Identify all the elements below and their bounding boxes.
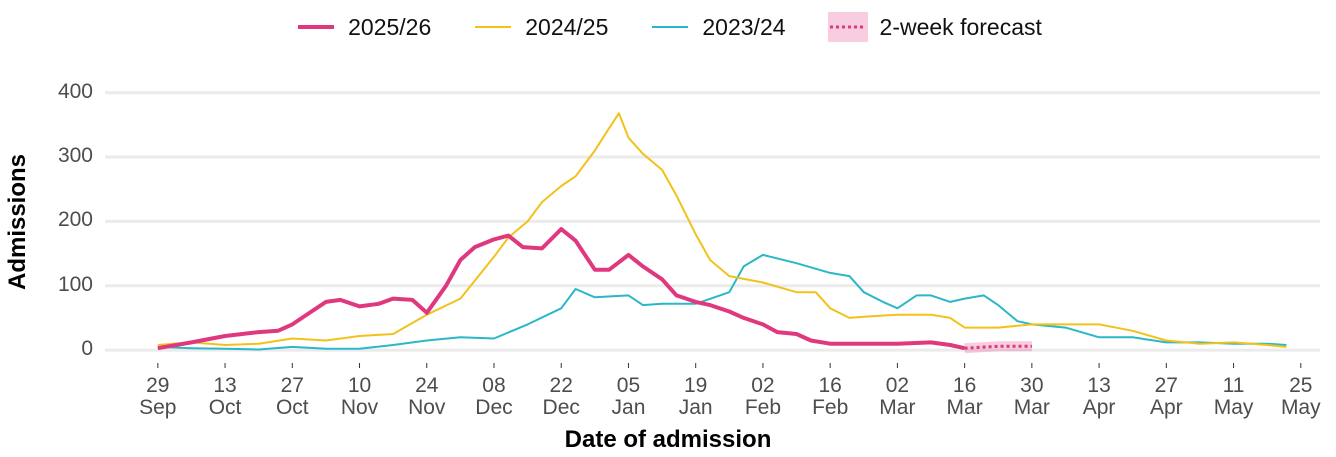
series-line xyxy=(157,253,1287,351)
legend-swatch xyxy=(475,26,512,28)
x-tick-label: 11 May xyxy=(1213,374,1254,419)
y-axis-label: Admissions xyxy=(4,153,31,291)
x-axis-label: Date of admission xyxy=(564,426,772,453)
x-tick-label: 05 Jan xyxy=(611,374,646,419)
y-tick-label: 100 xyxy=(57,272,93,296)
x-tick-label: 29 Sep xyxy=(139,374,177,419)
y-tick-label: 200 xyxy=(57,208,93,232)
x-tick-label: 16 Mar xyxy=(946,374,983,419)
legend-swatch xyxy=(652,26,689,28)
y-tick-label: 0 xyxy=(81,337,93,361)
legend: 2025/26 2024/25 2023/24 2-week forecast xyxy=(0,12,1336,42)
x-tick-label: 13 Apr xyxy=(1082,374,1116,419)
legend-item: 2025/26 xyxy=(294,12,431,42)
legend-item: 2-week forecast xyxy=(826,12,1042,42)
y-tick-label: 300 xyxy=(57,144,93,168)
legend-label: 2024/25 xyxy=(525,13,609,40)
series-line xyxy=(157,227,966,351)
series-line xyxy=(157,112,1287,348)
x-tick-label: 27 Oct xyxy=(275,374,309,419)
legend-label: 2025/26 xyxy=(348,13,432,40)
x-tick-label: 19 Jan xyxy=(678,374,713,419)
x-tick-label: 27 Apr xyxy=(1149,374,1183,419)
x-tick-label: 13 Oct xyxy=(208,374,242,419)
y-tick-label: 400 xyxy=(57,79,93,103)
legend-swatch xyxy=(298,25,335,29)
x-tick-label: 02 Mar xyxy=(879,374,916,419)
legend-item: 2023/24 xyxy=(648,12,786,42)
legend-swatch xyxy=(827,12,868,42)
legend-label: 2-week forecast xyxy=(879,13,1042,40)
series-line xyxy=(964,344,1032,350)
x-tick-label: 08 Dec xyxy=(475,374,513,419)
x-tick-label: 16 Feb xyxy=(812,374,849,419)
x-tick-label: 24 Nov xyxy=(408,374,446,419)
x-tick-label: 22 Dec xyxy=(542,374,580,419)
forecast-band xyxy=(964,341,1032,354)
x-tick-label: 25 May xyxy=(1280,374,1321,419)
legend-label: 2023/24 xyxy=(702,13,786,40)
legend-item: 2024/25 xyxy=(471,12,608,42)
x-tick-label: 02 Feb xyxy=(744,374,782,419)
x-tick-label: 10 Nov xyxy=(340,374,379,419)
x-tick-label: 30 Mar xyxy=(1013,374,1050,419)
